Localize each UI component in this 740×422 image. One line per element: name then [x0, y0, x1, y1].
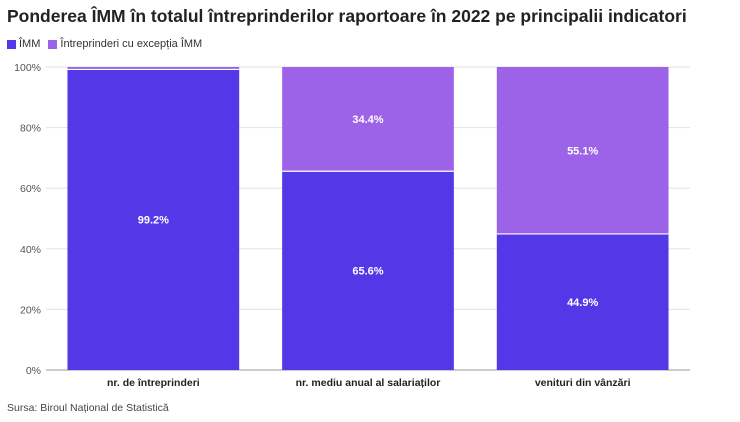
x-tick-label: nr. de întreprinderi — [107, 377, 200, 389]
legend-swatch-imm — [7, 39, 16, 49]
legend: ÎMM Întreprinderi cu excepția ÎMM — [7, 38, 210, 50]
legend-label-non-imm: Întreprinderi cu excepția ÎMM — [60, 38, 203, 50]
y-tick-label: 0% — [26, 365, 41, 377]
legend-swatch-non-imm — [48, 39, 58, 49]
data-label: 44.9% — [567, 297, 598, 309]
stacked-bar-chart: 0% 20% 40% 60% 80% 100% 99.2% nr. de întreprind… — [14, 62, 690, 389]
y-tick-label: 80% — [20, 123, 41, 135]
source-note: Sursa: Biroul Național de Statistică — [7, 402, 169, 414]
bar-segment — [496, 233, 669, 370]
bar-segment — [282, 171, 454, 370]
data-label: 99.2% — [138, 215, 169, 227]
chart-title: Ponderea ÎMM în totalul întreprinderilor… — [7, 6, 687, 26]
y-tick-label: 40% — [20, 244, 41, 256]
x-tick-label: venituri din vânzări — [535, 377, 631, 389]
data-label: 34.4% — [352, 114, 383, 126]
x-tick-label: nr. mediu anual al salariaților — [296, 377, 441, 389]
y-tick-label: 100% — [14, 62, 41, 74]
legend-item-non-imm[interactable]: Întreprinderi cu excepția ÎMM — [48, 38, 202, 50]
legend-item-imm[interactable]: ÎMM — [7, 38, 40, 50]
bar-segment — [282, 67, 454, 172]
bar-segment — [496, 67, 669, 234]
legend-label-imm: ÎMM — [19, 38, 41, 50]
bar-segment — [67, 69, 240, 370]
y-tick-label: 60% — [20, 183, 41, 195]
data-label: 65.6% — [352, 266, 383, 278]
data-label: 55.1% — [567, 145, 598, 157]
bar-segment — [67, 67, 240, 70]
y-tick-label: 20% — [20, 304, 41, 316]
